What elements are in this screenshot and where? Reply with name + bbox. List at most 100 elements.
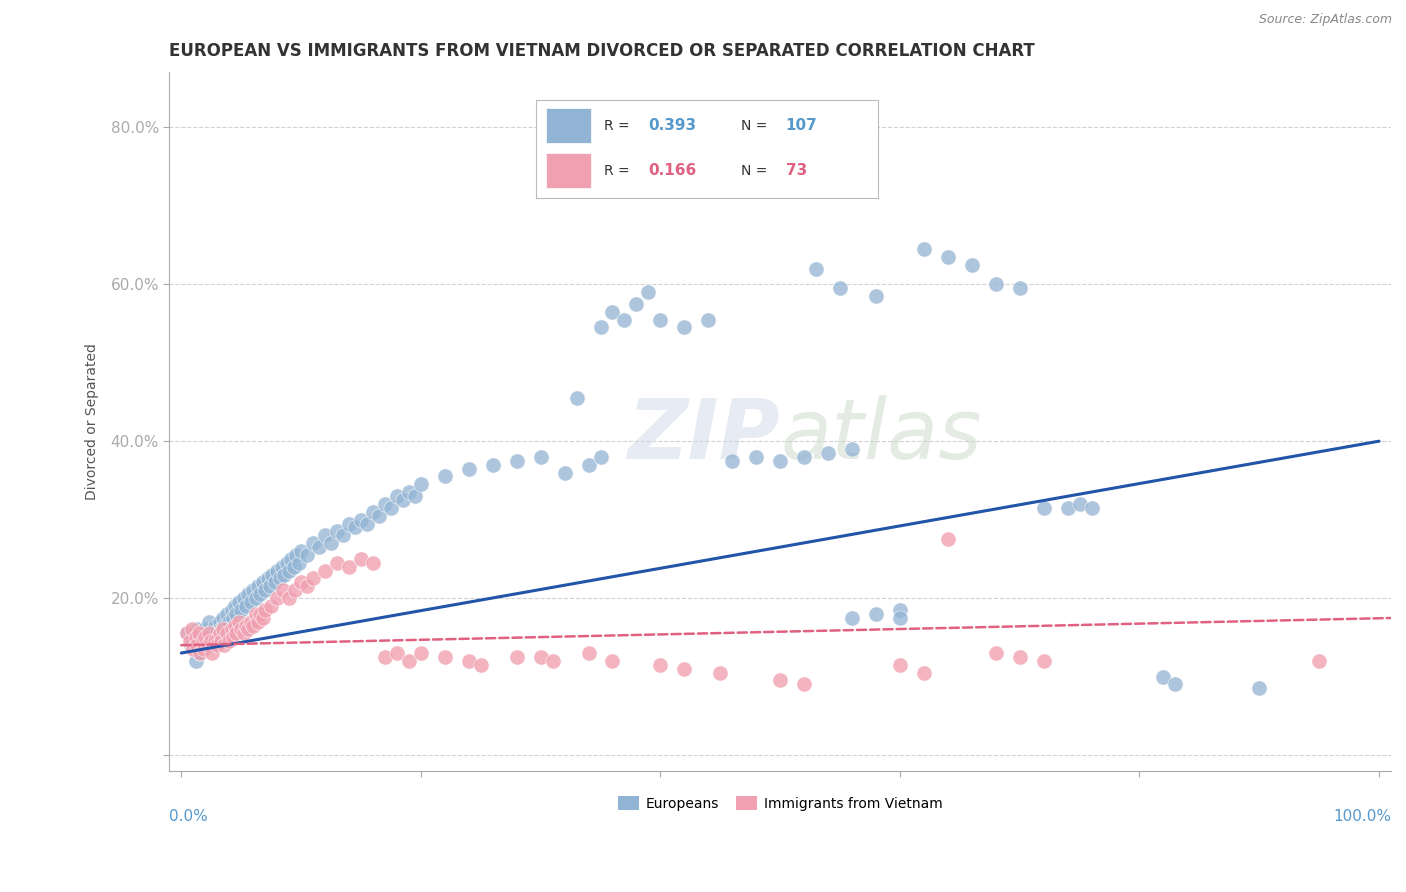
Point: [769, 673, 792, 688]
Point: [280, 552, 302, 566]
Point: [194, 623, 217, 637]
Point: [200, 634, 222, 648]
Point: [380, 500, 402, 515]
Point: [239, 615, 262, 629]
Point: [198, 626, 221, 640]
Point: [228, 615, 250, 629]
Point: [263, 575, 285, 590]
Point: [180, 638, 202, 652]
Point: [457, 654, 479, 668]
Point: [201, 646, 224, 660]
Point: [287, 556, 309, 570]
Point: [314, 528, 336, 542]
Point: [201, 638, 224, 652]
Point: [530, 450, 553, 464]
Point: [235, 599, 257, 613]
Point: [256, 572, 278, 586]
Point: [889, 603, 911, 617]
Point: [505, 649, 527, 664]
Point: [284, 583, 307, 598]
Point: [245, 607, 267, 621]
Point: [218, 615, 240, 629]
Point: [239, 595, 262, 609]
Point: [191, 626, 214, 640]
Point: [470, 657, 492, 672]
Point: [242, 583, 264, 598]
Point: [433, 649, 456, 664]
Point: [804, 261, 827, 276]
Point: [602, 304, 624, 318]
Point: [350, 552, 373, 566]
Text: atlas: atlas: [780, 395, 981, 476]
Point: [190, 646, 212, 660]
Point: [225, 607, 247, 621]
Point: [181, 642, 204, 657]
Point: [554, 466, 576, 480]
Point: [278, 564, 301, 578]
Point: [984, 277, 1007, 292]
Point: [319, 536, 342, 550]
Point: [457, 461, 479, 475]
Point: [398, 485, 420, 500]
Point: [215, 626, 238, 640]
Point: [231, 623, 253, 637]
Point: [361, 556, 384, 570]
Legend: Europeans, Immigrants from Vietnam: Europeans, Immigrants from Vietnam: [613, 790, 948, 816]
Point: [1249, 681, 1271, 696]
Point: [271, 583, 294, 598]
Point: [295, 579, 318, 593]
Point: [745, 450, 768, 464]
Point: [1056, 500, 1078, 515]
Point: [1008, 649, 1031, 664]
Point: [214, 618, 236, 632]
Point: [404, 489, 426, 503]
Point: [936, 250, 959, 264]
Point: [433, 469, 456, 483]
Point: [246, 579, 269, 593]
Point: [181, 630, 204, 644]
Point: [361, 505, 384, 519]
Point: [409, 477, 432, 491]
Point: [179, 634, 201, 648]
Point: [302, 536, 325, 550]
Point: [578, 646, 600, 660]
Point: [208, 615, 231, 629]
Point: [613, 312, 636, 326]
Point: [541, 654, 564, 668]
Point: [273, 567, 295, 582]
Point: [1152, 669, 1174, 683]
Point: [828, 281, 851, 295]
Point: [673, 320, 696, 334]
Point: [1032, 654, 1054, 668]
Point: [793, 677, 815, 691]
Point: [314, 564, 336, 578]
Point: [215, 607, 238, 621]
Point: [225, 626, 247, 640]
Point: [228, 595, 250, 609]
Point: [224, 599, 246, 613]
Point: [398, 654, 420, 668]
Point: [337, 559, 360, 574]
Point: [285, 548, 308, 562]
Point: [589, 320, 612, 334]
Point: [242, 618, 264, 632]
Point: [337, 516, 360, 531]
Point: [356, 516, 378, 531]
Point: [865, 289, 887, 303]
Point: [204, 634, 226, 648]
Point: [209, 634, 232, 648]
Point: [176, 626, 198, 640]
Point: [186, 638, 208, 652]
Point: [374, 497, 396, 511]
Point: [697, 312, 720, 326]
Point: [259, 579, 281, 593]
Point: [184, 630, 207, 644]
Point: [278, 591, 301, 606]
Point: [204, 618, 226, 632]
Point: [912, 665, 935, 680]
Point: [530, 649, 553, 664]
Point: [350, 513, 373, 527]
Point: [193, 642, 215, 657]
Point: [231, 603, 253, 617]
Point: [249, 607, 271, 621]
